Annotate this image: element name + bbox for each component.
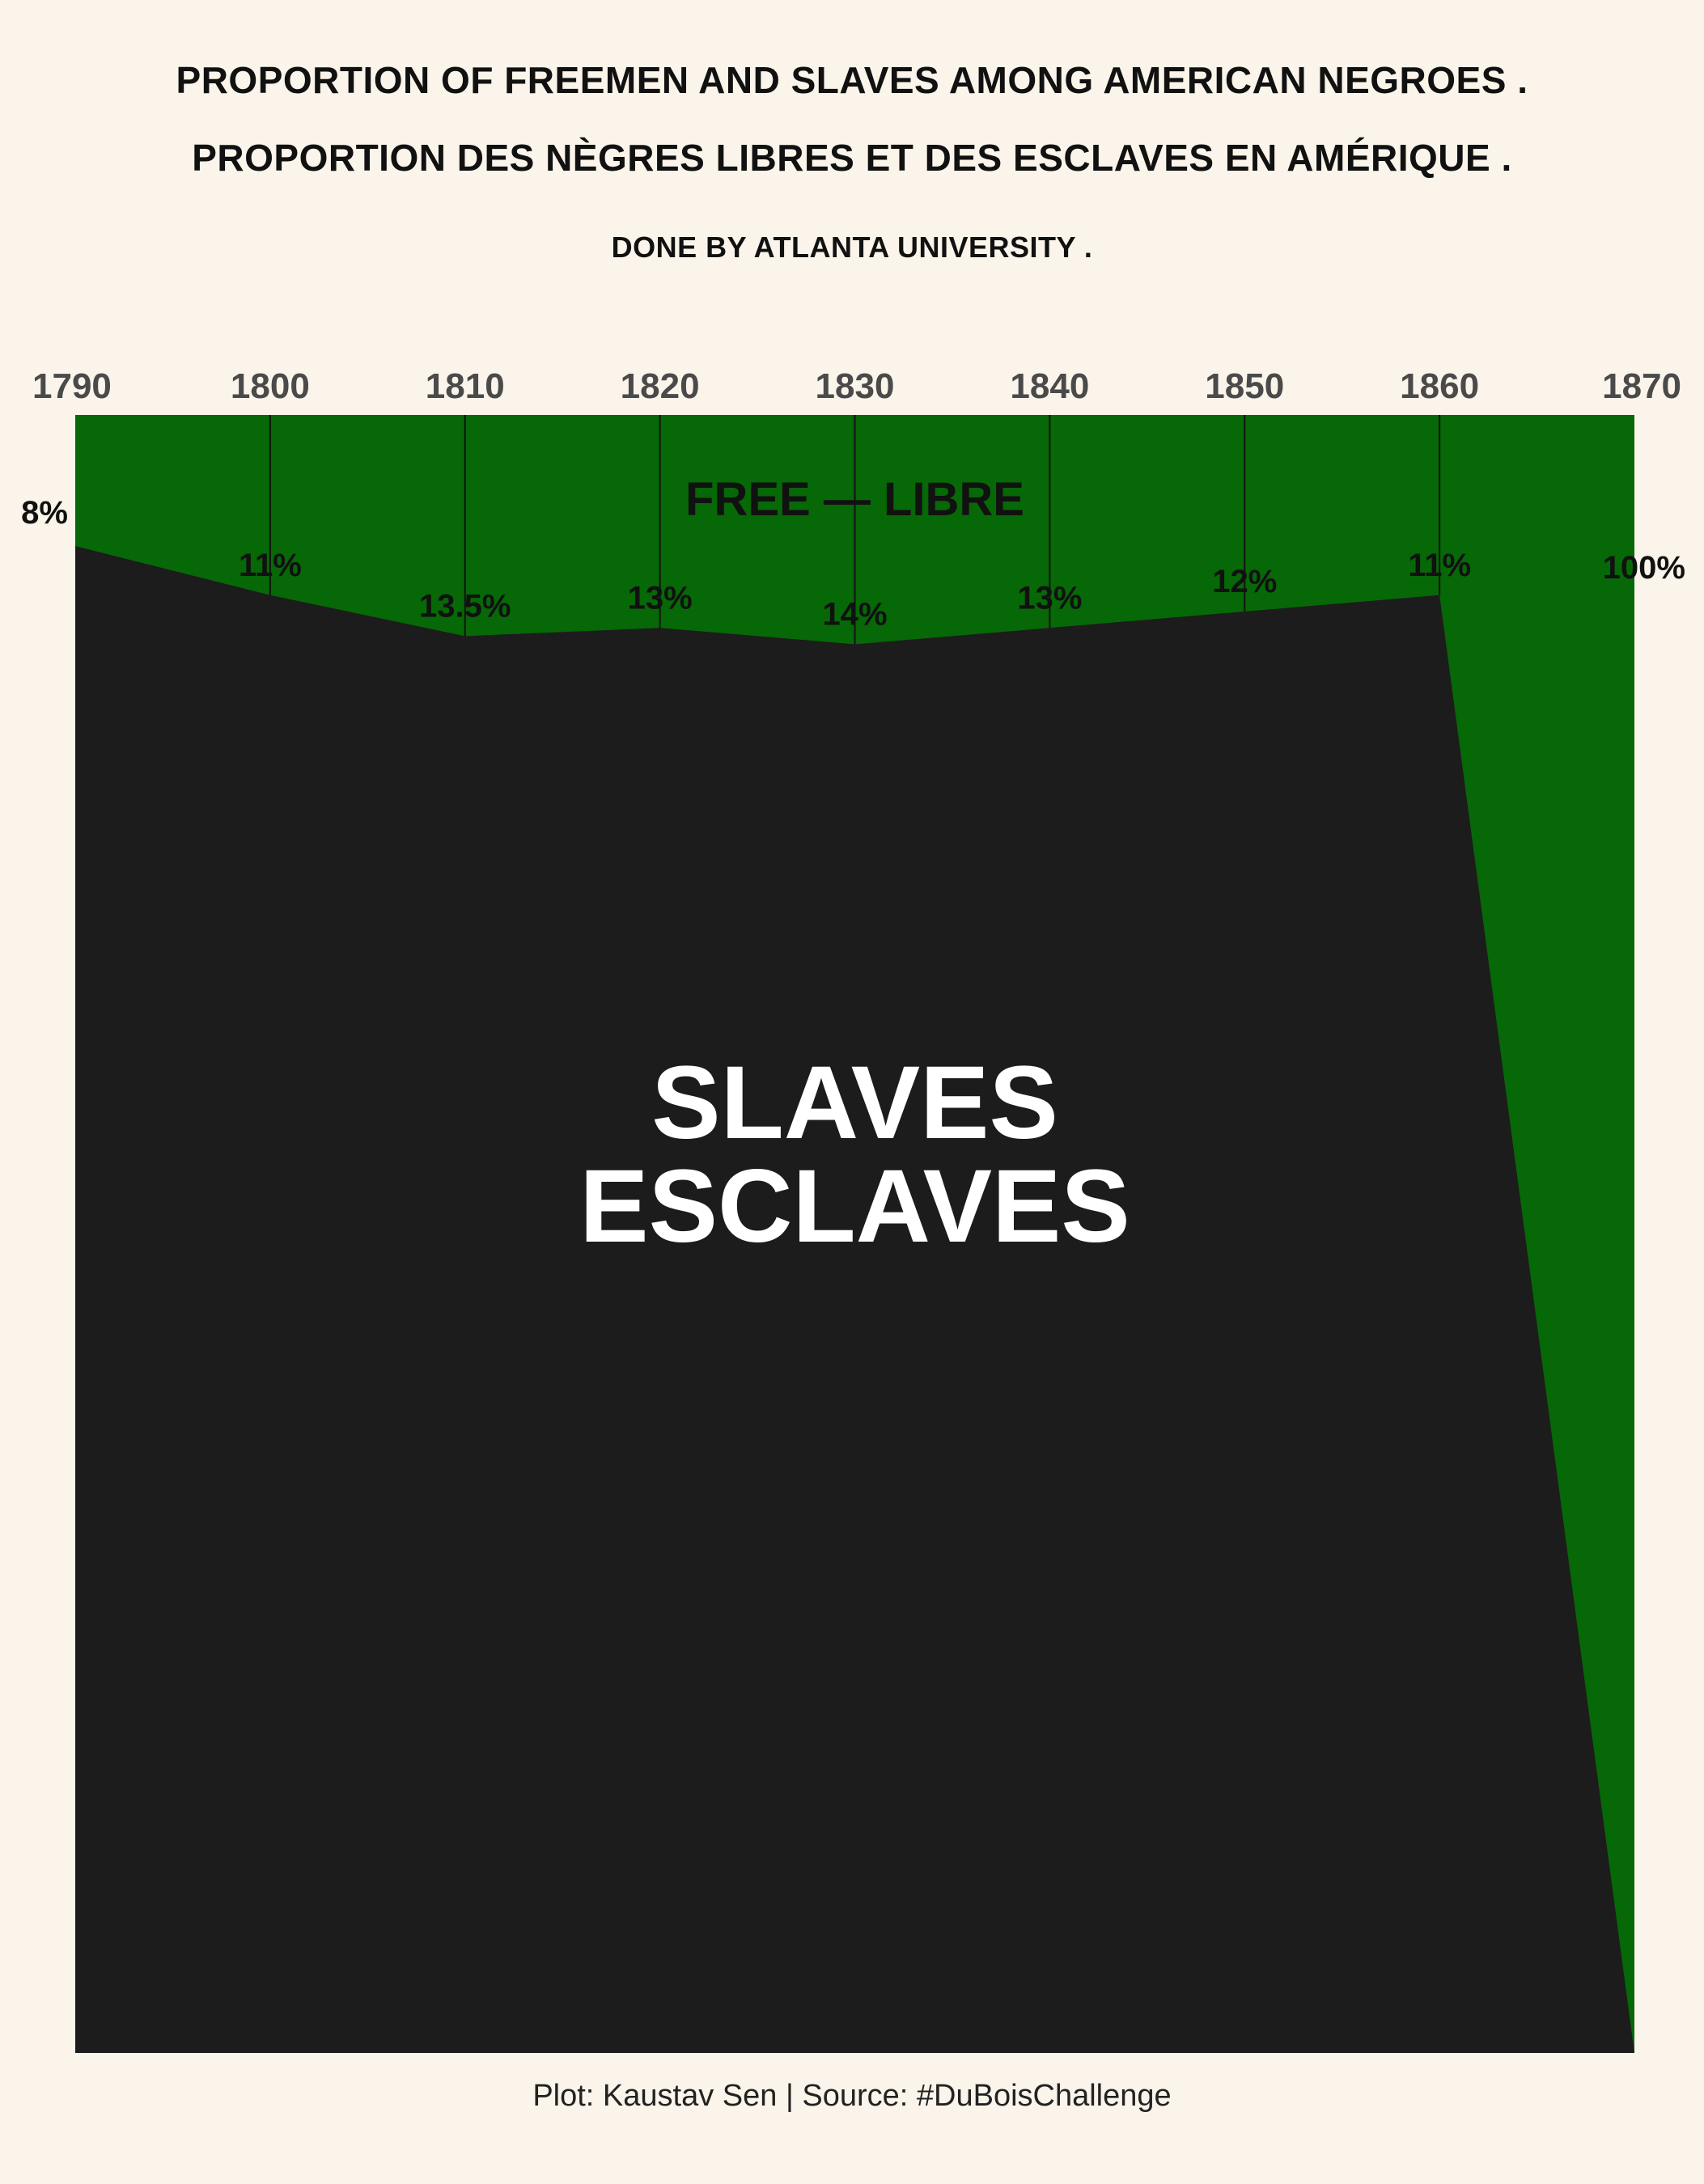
chart-subtitle: DONE BY ATLANTA UNIVERSITY . (611, 231, 1093, 264)
percent-data-label: 13% (1017, 580, 1082, 616)
percent-data-label: 14% (822, 597, 887, 633)
x-tick-label: 1850 (1205, 366, 1284, 406)
x-tick-label: 1800 (231, 366, 310, 406)
free-area-label: FREE — LIBRE (685, 473, 1024, 526)
percent-data-label: 11% (239, 548, 302, 583)
data-labels: 1790 8% 1800 11% 1810 13.5% 1820 13% 1830 14% 1840… (21, 366, 1685, 633)
year-tick-lines (269, 415, 1441, 645)
percent-data-label: 100% (1603, 550, 1685, 586)
x-tick-label: 1820 (621, 366, 700, 406)
x-tick-label: 1840 (1010, 366, 1089, 406)
x-tick-label: 1810 (426, 366, 505, 406)
percent-data-label: 13.5% (419, 588, 511, 624)
slaves-area-label-fr: ESCLAVES (579, 1149, 1130, 1264)
percent-data-label: 8% (21, 495, 68, 531)
chart-title-french: PROPORTION DES NÈGRES LIBRES ET DES ESCL… (192, 137, 1512, 179)
slaves-area (75, 546, 1634, 2053)
percent-data-label: 12% (1212, 564, 1277, 599)
chart-title-english: PROPORTION OF FREEMEN AND SLAVES AMONG A… (176, 59, 1528, 101)
x-tick-label: 1860 (1400, 366, 1479, 406)
slaves-area-label-en: SLAVES (651, 1045, 1058, 1161)
x-tick-label: 1870 (1602, 366, 1681, 406)
percent-data-label: 11% (1408, 548, 1471, 583)
percent-data-label: 13% (628, 580, 693, 616)
x-tick-label: 1830 (816, 366, 895, 406)
source-caption: Plot: Kaustav Sen | Source: #DuBoisChall… (532, 2079, 1172, 2113)
plot-area (75, 415, 1634, 2053)
x-tick-label: 1790 (32, 366, 112, 406)
